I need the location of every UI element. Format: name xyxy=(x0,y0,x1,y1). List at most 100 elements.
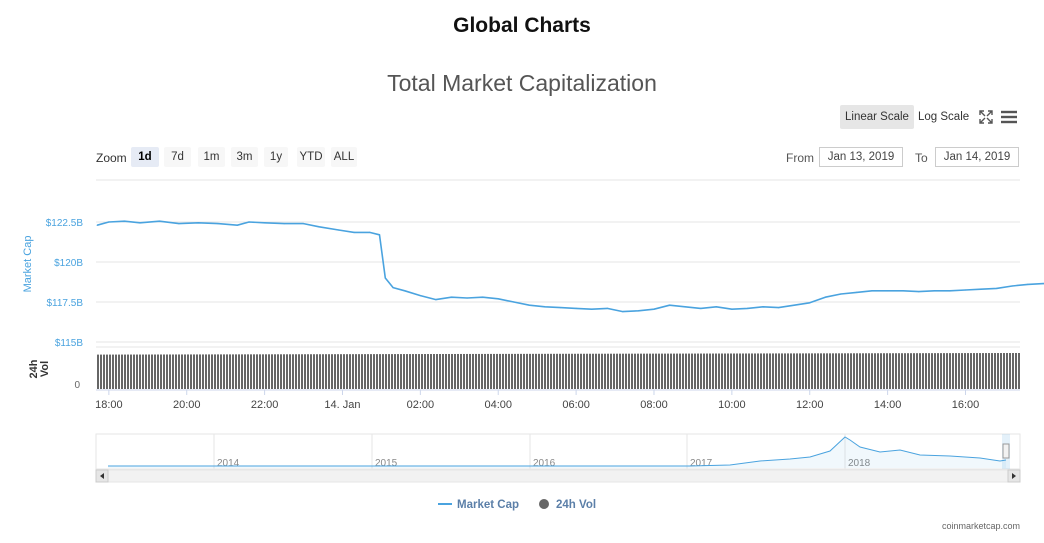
volume-bar xyxy=(97,354,99,389)
volume-bar xyxy=(127,354,129,389)
volume-bar xyxy=(1015,353,1017,389)
x-tick-label: 14. Jan xyxy=(324,399,360,411)
zoom-button-1d[interactable]: 1d xyxy=(131,147,159,167)
to-date-input[interactable] xyxy=(935,147,1019,167)
volume-bar xyxy=(538,353,540,389)
volume-bar xyxy=(757,353,759,389)
volume-bar xyxy=(205,354,207,389)
volume-bar xyxy=(769,353,771,389)
market-cap-point xyxy=(559,307,562,309)
volume-bar xyxy=(397,354,399,389)
volume-bar xyxy=(649,353,651,389)
volume-bar xyxy=(643,353,645,389)
zoom-button-3m[interactable]: 3m xyxy=(231,147,258,167)
volume-bar xyxy=(124,354,126,389)
volume-bar xyxy=(409,354,411,389)
volume-bar xyxy=(652,353,654,389)
volume-bar xyxy=(622,353,624,389)
volume-bar xyxy=(709,353,711,389)
legend-item-market-cap[interactable]: Market Cap xyxy=(457,499,519,511)
volume-bar xyxy=(265,354,267,389)
x-tick-label: 08:00 xyxy=(640,399,668,411)
navigator-handle[interactable] xyxy=(1002,443,1010,459)
volume-bar xyxy=(766,353,768,389)
volume-bar xyxy=(340,354,342,389)
linear-scale-button[interactable]: Linear Scale xyxy=(840,105,914,129)
volume-bar xyxy=(352,354,354,389)
volume-bar xyxy=(751,353,753,389)
market-cap-point xyxy=(606,307,608,309)
volume-bar xyxy=(997,353,999,389)
volume-bar xyxy=(211,354,213,389)
zoom-button-ytd[interactable]: YTD xyxy=(297,147,325,167)
hamburger-menu-icon[interactable] xyxy=(1000,108,1018,126)
log-scale-button[interactable]: Log Scale xyxy=(918,111,970,123)
volume-bar xyxy=(1009,353,1011,389)
volume-bar xyxy=(289,354,291,389)
volume-bar xyxy=(583,353,585,389)
volume-bar xyxy=(901,353,903,389)
market-cap-point xyxy=(450,296,453,298)
volume-bar xyxy=(283,354,285,389)
volume-bar xyxy=(946,353,948,389)
market-cap-point xyxy=(1027,283,1029,285)
volume-bar xyxy=(559,353,561,389)
volume-bar xyxy=(670,353,672,389)
volume-bar xyxy=(907,353,909,389)
volume-bar xyxy=(418,354,420,389)
y-tick-label: $117.5B xyxy=(46,298,83,309)
market-cap-point xyxy=(996,287,998,289)
market-cap-point xyxy=(887,290,889,292)
y-tick-label: $115B xyxy=(55,338,84,349)
market-cap-point xyxy=(139,222,141,224)
navigator-scrollbar[interactable] xyxy=(95,469,1021,483)
volume-bar xyxy=(772,353,774,389)
zoom-button-7d[interactable]: 7d xyxy=(164,147,191,167)
volume-bar xyxy=(718,353,720,389)
market-cap-point xyxy=(809,302,811,304)
volume-bar xyxy=(952,353,954,389)
volume-bar xyxy=(571,353,573,389)
zoom-button-1m[interactable]: 1m xyxy=(198,147,225,167)
navigator[interactable]: 2014 2015 2016 2017 2018 xyxy=(95,433,1021,483)
volume-bar xyxy=(421,354,423,389)
volume-bar xyxy=(850,353,852,389)
zoom-button-all[interactable]: ALL xyxy=(331,147,357,167)
y-tick-label: $122.5B xyxy=(46,218,84,229)
volume-bar xyxy=(811,353,813,389)
zoom-button-1y[interactable]: 1y xyxy=(264,147,288,167)
market-cap-point xyxy=(283,223,285,225)
navigator-tick-label: 2014 xyxy=(217,458,240,469)
market-cap-point xyxy=(108,221,110,223)
x-tick-label: 10:00 xyxy=(718,399,746,411)
volume-bar xyxy=(190,354,192,389)
fullscreen-icon[interactable] xyxy=(977,108,995,126)
volume-bar xyxy=(511,353,513,389)
from-date-input[interactable] xyxy=(819,147,903,167)
volume-bar xyxy=(898,353,900,389)
volume-bar xyxy=(874,353,876,389)
volume-bar xyxy=(358,354,360,389)
volume-bar xyxy=(142,354,144,389)
volume-bar xyxy=(148,354,150,389)
volume-bar xyxy=(187,354,189,389)
volume-bar xyxy=(505,353,507,389)
volume-bar xyxy=(169,354,171,389)
volume-bar xyxy=(1012,353,1014,389)
volume-bar xyxy=(364,354,366,389)
volume-bar xyxy=(439,354,441,389)
volume-bar xyxy=(118,354,120,389)
navigator-tick-label: 2015 xyxy=(375,458,398,469)
market-cap-point xyxy=(980,288,982,290)
volume-bar xyxy=(910,353,912,389)
volume-bar xyxy=(706,353,708,389)
volume-bar xyxy=(145,354,147,389)
volume-bar xyxy=(592,353,594,389)
market-cap-point xyxy=(871,290,873,292)
volume-bar xyxy=(985,353,987,389)
legend-item-volume[interactable]: 24h Vol xyxy=(556,499,596,511)
volume-bar xyxy=(526,353,528,389)
market-cap-point xyxy=(840,293,842,295)
volume-bar xyxy=(805,353,807,389)
volume-bar xyxy=(130,354,132,389)
